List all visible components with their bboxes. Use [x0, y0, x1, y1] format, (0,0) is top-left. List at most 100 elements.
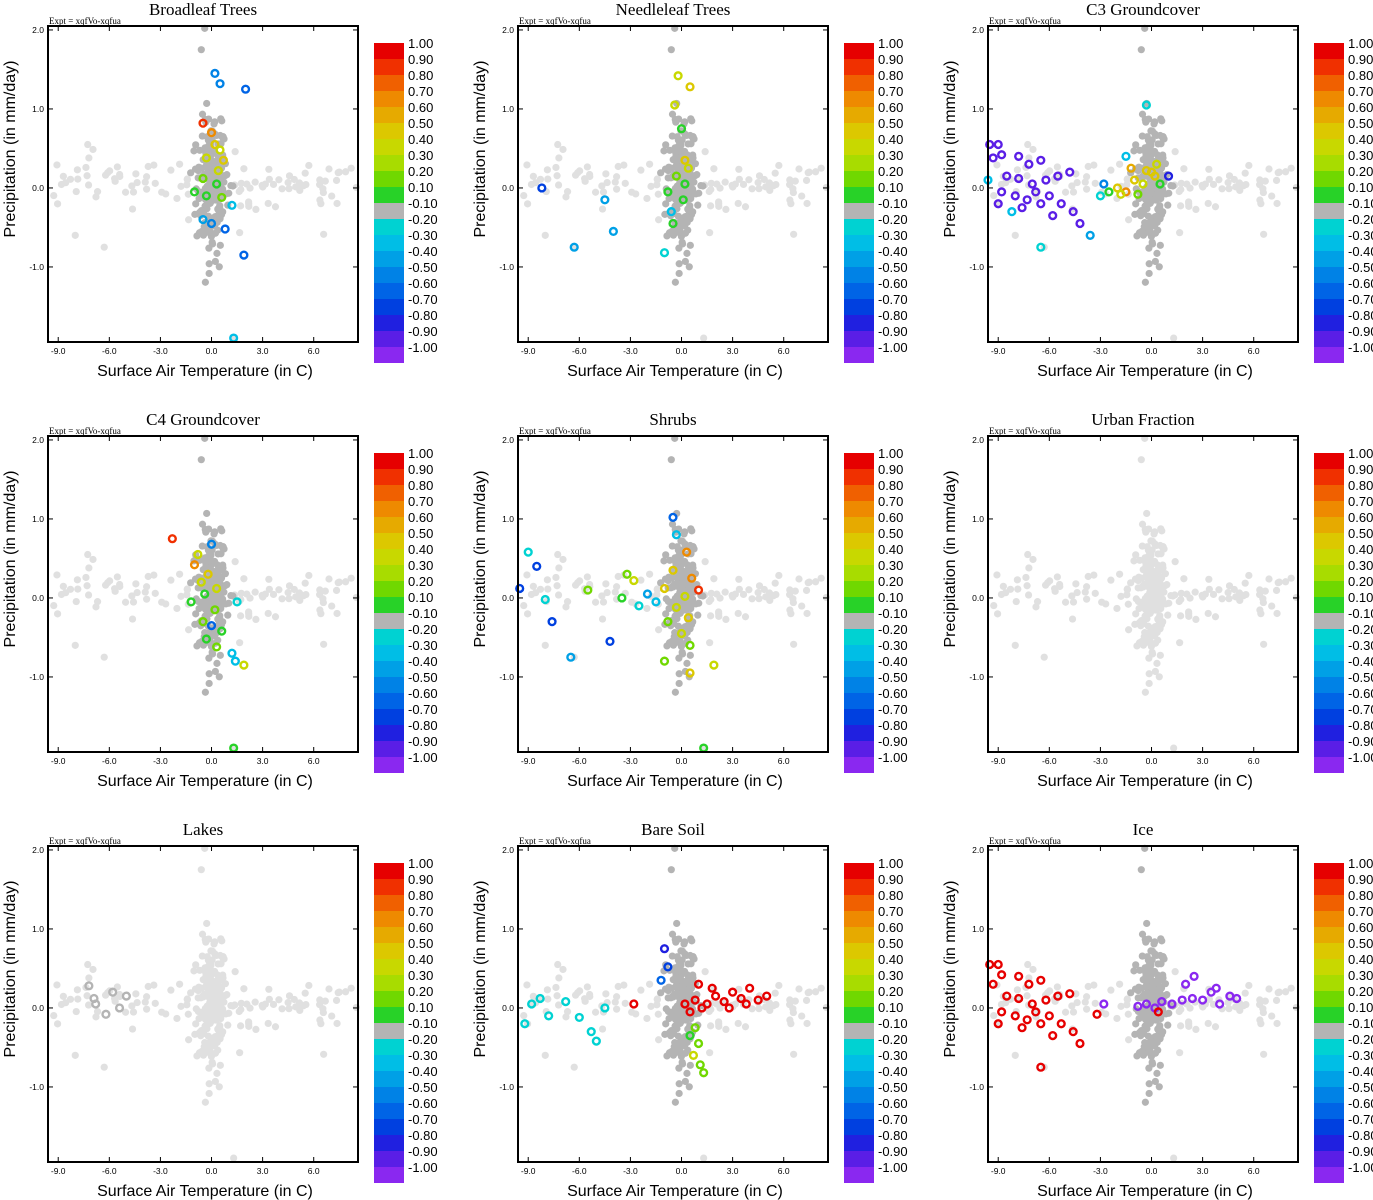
background-point [706, 1049, 714, 1057]
background-point [133, 588, 141, 597]
background-point [552, 983, 560, 992]
background-point [1149, 989, 1157, 997]
background-point [1156, 241, 1164, 249]
plot-frame [987, 435, 1299, 753]
colorbar-label: 0.70 [1348, 494, 1373, 509]
background-point [1102, 1010, 1110, 1018]
background-point [576, 167, 584, 175]
background-point [251, 178, 259, 186]
background-point [667, 456, 675, 464]
background-point [1152, 1016, 1160, 1024]
background-point [211, 938, 219, 946]
data-point [210, 68, 220, 79]
data-point [600, 195, 610, 205]
background-point [305, 571, 313, 580]
background-point [1140, 580, 1149, 588]
background-point [1180, 165, 1188, 173]
background-point [1225, 172, 1234, 180]
colorbar-swatch [374, 219, 404, 235]
background-point [301, 989, 309, 997]
background-point [184, 1010, 192, 1018]
background-point [84, 181, 93, 189]
background-point [791, 177, 799, 185]
background-point [1273, 199, 1281, 208]
background-point [598, 615, 607, 623]
colorbar-label: 0.10 [408, 180, 433, 195]
background-point [325, 985, 333, 993]
data-point [1068, 1027, 1078, 1037]
colorbar-label: 0.40 [408, 542, 433, 557]
background-point [1191, 178, 1199, 186]
background-point [1046, 987, 1054, 995]
background-point [1241, 169, 1249, 177]
data-point [745, 983, 755, 993]
background-point [191, 210, 199, 218]
background-point [1287, 574, 1295, 582]
background-point [1260, 230, 1268, 238]
background-point [1170, 744, 1178, 752]
colorbar-swatch [844, 517, 874, 533]
colorbar-swatch [1314, 485, 1344, 501]
background-point [653, 585, 661, 593]
background-point [1192, 615, 1200, 623]
background-point [653, 591, 661, 599]
background-point [559, 965, 567, 974]
background-point [1153, 151, 1162, 159]
background-point [1161, 980, 1170, 988]
data-point [993, 199, 1003, 209]
colorbar-swatch [1314, 139, 1344, 155]
colorbar-label: -0.40 [408, 244, 438, 259]
colorbar-swatch [1314, 757, 1344, 773]
colorbar-swatch [1314, 911, 1344, 927]
data-point [210, 605, 220, 615]
data-point [1036, 155, 1046, 165]
background-point [614, 982, 622, 991]
y-axis-label: Precipitation (in mm/day) [472, 61, 489, 238]
background-point [1245, 981, 1253, 990]
background-point [789, 188, 797, 197]
background-point [1151, 938, 1159, 946]
plot-frame [517, 845, 829, 1163]
background-point [85, 154, 93, 162]
background-point [192, 200, 200, 208]
background-point [685, 1083, 693, 1091]
background-point [50, 1011, 58, 1020]
background-point [1142, 1016, 1150, 1024]
background-point [1205, 575, 1213, 583]
background-point [132, 170, 140, 178]
colorbar-label: -0.90 [878, 324, 908, 339]
background-point [795, 985, 803, 993]
data-point [1150, 171, 1160, 181]
colorbar-swatch [1314, 219, 1344, 235]
data-point [629, 575, 639, 586]
background-point [614, 162, 622, 171]
background-point [1256, 196, 1264, 204]
background-point [1040, 653, 1048, 661]
background-point [74, 175, 82, 183]
background-point [798, 1012, 806, 1020]
background-point [734, 609, 742, 618]
background-point [245, 198, 253, 206]
background-point [683, 624, 692, 632]
background-point [278, 595, 286, 603]
background-point [305, 161, 313, 170]
colorbar-label: 0.70 [1348, 84, 1373, 99]
background-point [598, 205, 607, 213]
y-tick-label: -1.0 [29, 672, 44, 682]
x-tick-label: -6.0 [1042, 346, 1057, 356]
background-point [722, 205, 730, 213]
background-point [342, 578, 350, 586]
colorbar-label: -0.40 [1348, 244, 1373, 259]
x-tick-label: -9.0 [51, 346, 66, 356]
colorbar-label: -0.10 [408, 606, 438, 621]
colorbar-label: -0.50 [408, 1080, 438, 1095]
colorbar-swatch [844, 677, 874, 693]
data-point [997, 187, 1007, 197]
x-tick-label: -9.0 [991, 1166, 1006, 1176]
data-point [1068, 207, 1078, 217]
background-point [237, 179, 245, 187]
colorbar-label: 0.80 [878, 888, 903, 903]
background-point [264, 1019, 272, 1028]
